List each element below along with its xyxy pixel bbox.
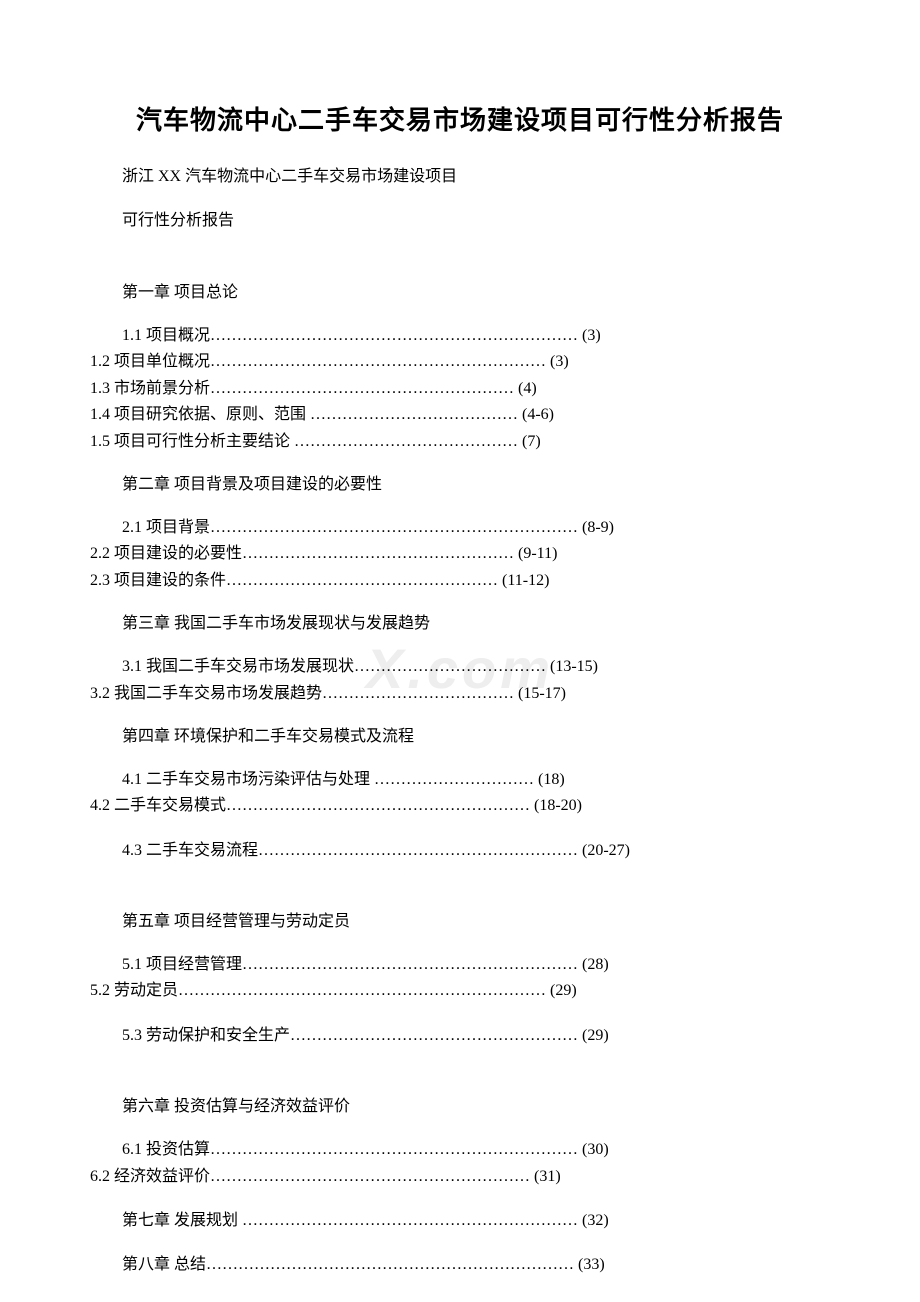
toc-item: 5.2 劳动定员…………………………………………………………… (29) <box>90 978 830 1004</box>
chapter-4-heading: 第四章 环境保护和二手车交易模式及流程 <box>90 725 830 749</box>
subtitle-line-2: 可行性分析报告 <box>90 209 830 233</box>
toc-item: 6.2 经济效益评价…………………………………………………… (31) <box>90 1164 830 1190</box>
subtitle-line-1: 浙江 XX 汽车物流中心二手车交易市场建设项目 <box>90 165 830 189</box>
toc-item: 2.1 项目背景…………………………………………………………… (8-9) <box>90 515 830 541</box>
chapter-7-heading: 第七章 发展规划 ……………………………………………………… (32) <box>90 1208 830 1234</box>
chapter-1-heading: 第一章 项目总论 <box>90 281 830 305</box>
toc-item: 1.2 项目单位概况……………………………………………………… (3) <box>90 349 830 375</box>
toc-item: 1.1 项目概况…………………………………………………………… (3) <box>90 323 830 349</box>
chapter-1-toc: 1.1 项目概况…………………………………………………………… (3) 1.2 … <box>90 323 830 455</box>
toc-item: 3.2 我国二手车交易市场发展趋势……………………………… (15-17) <box>90 681 830 707</box>
chapter-8-heading: 第八章 总结…………………………………………………………… (33) <box>90 1252 830 1278</box>
toc-item: 1.5 项目可行性分析主要结论 …………………………………… (7) <box>90 429 830 455</box>
toc-item: 3.1 我国二手车交易市场发展现状……………………………… (13-15) <box>90 654 830 680</box>
chapter-2-heading: 第二章 项目背景及项目建设的必要性 <box>90 473 830 497</box>
chapter-6-heading: 第六章 投资估算与经济效益评价 <box>90 1095 830 1119</box>
toc-item: 4.1 二手车交易市场污染评估与处理 ………………………… (18) <box>90 767 830 793</box>
toc-item: 1.3 市场前景分析………………………………………………… (4) <box>90 376 830 402</box>
document-content: 汽车物流中心二手车交易市场建设项目可行性分析报告 浙江 XX 汽车物流中心二手车… <box>90 100 830 1279</box>
chapter-5-toc: 5.1 项目经营管理……………………………………………………… (28) 5.2… <box>90 952 830 1005</box>
toc-item: 4.3 二手车交易流程…………………………………………………… (20-27) <box>90 838 830 864</box>
chapter-7: 第七章 发展规划 ……………………………………………………… (32) <box>90 1208 830 1234</box>
chapter-3-toc: 3.1 我国二手车交易市场发展现状……………………………… (13-15) 3.… <box>90 654 830 707</box>
chapter-8: 第八章 总结…………………………………………………………… (33) <box>90 1252 830 1278</box>
chapter-5-toc-2: 5.3 劳动保护和安全生产……………………………………………… (29) <box>90 1023 830 1049</box>
chapter-5-heading: 第五章 项目经营管理与劳动定员 <box>90 910 830 934</box>
document-title: 汽车物流中心二手车交易市场建设项目可行性分析报告 <box>90 100 830 137</box>
toc-item: 6.1 投资估算…………………………………………………………… (30) <box>90 1137 830 1163</box>
toc-item: 5.3 劳动保护和安全生产……………………………………………… (29) <box>90 1023 830 1049</box>
toc-item: 2.2 项目建设的必要性…………………………………………… (9-11) <box>90 541 830 567</box>
chapter-4-toc: 4.1 二手车交易市场污染评估与处理 ………………………… (18) 4.2 二… <box>90 767 830 820</box>
toc-item: 5.1 项目经营管理……………………………………………………… (28) <box>90 952 830 978</box>
chapter-3-heading: 第三章 我国二手车市场发展现状与发展趋势 <box>90 612 830 636</box>
chapter-2-toc: 2.1 项目背景…………………………………………………………… (8-9) 2.… <box>90 515 830 594</box>
toc-item: 2.3 项目建设的条件…………………………………………… (11-12) <box>90 568 830 594</box>
chapter-6-toc: 6.1 投资估算…………………………………………………………… (30) 6.2… <box>90 1137 830 1190</box>
toc-item: 4.2 二手车交易模式………………………………………………… (18-20) <box>90 793 830 819</box>
toc-item: 1.4 项目研究依据、原则、范围 ………………………………… (4-6) <box>90 402 830 428</box>
chapter-4-toc-2: 4.3 二手车交易流程…………………………………………………… (20-27) <box>90 838 830 864</box>
